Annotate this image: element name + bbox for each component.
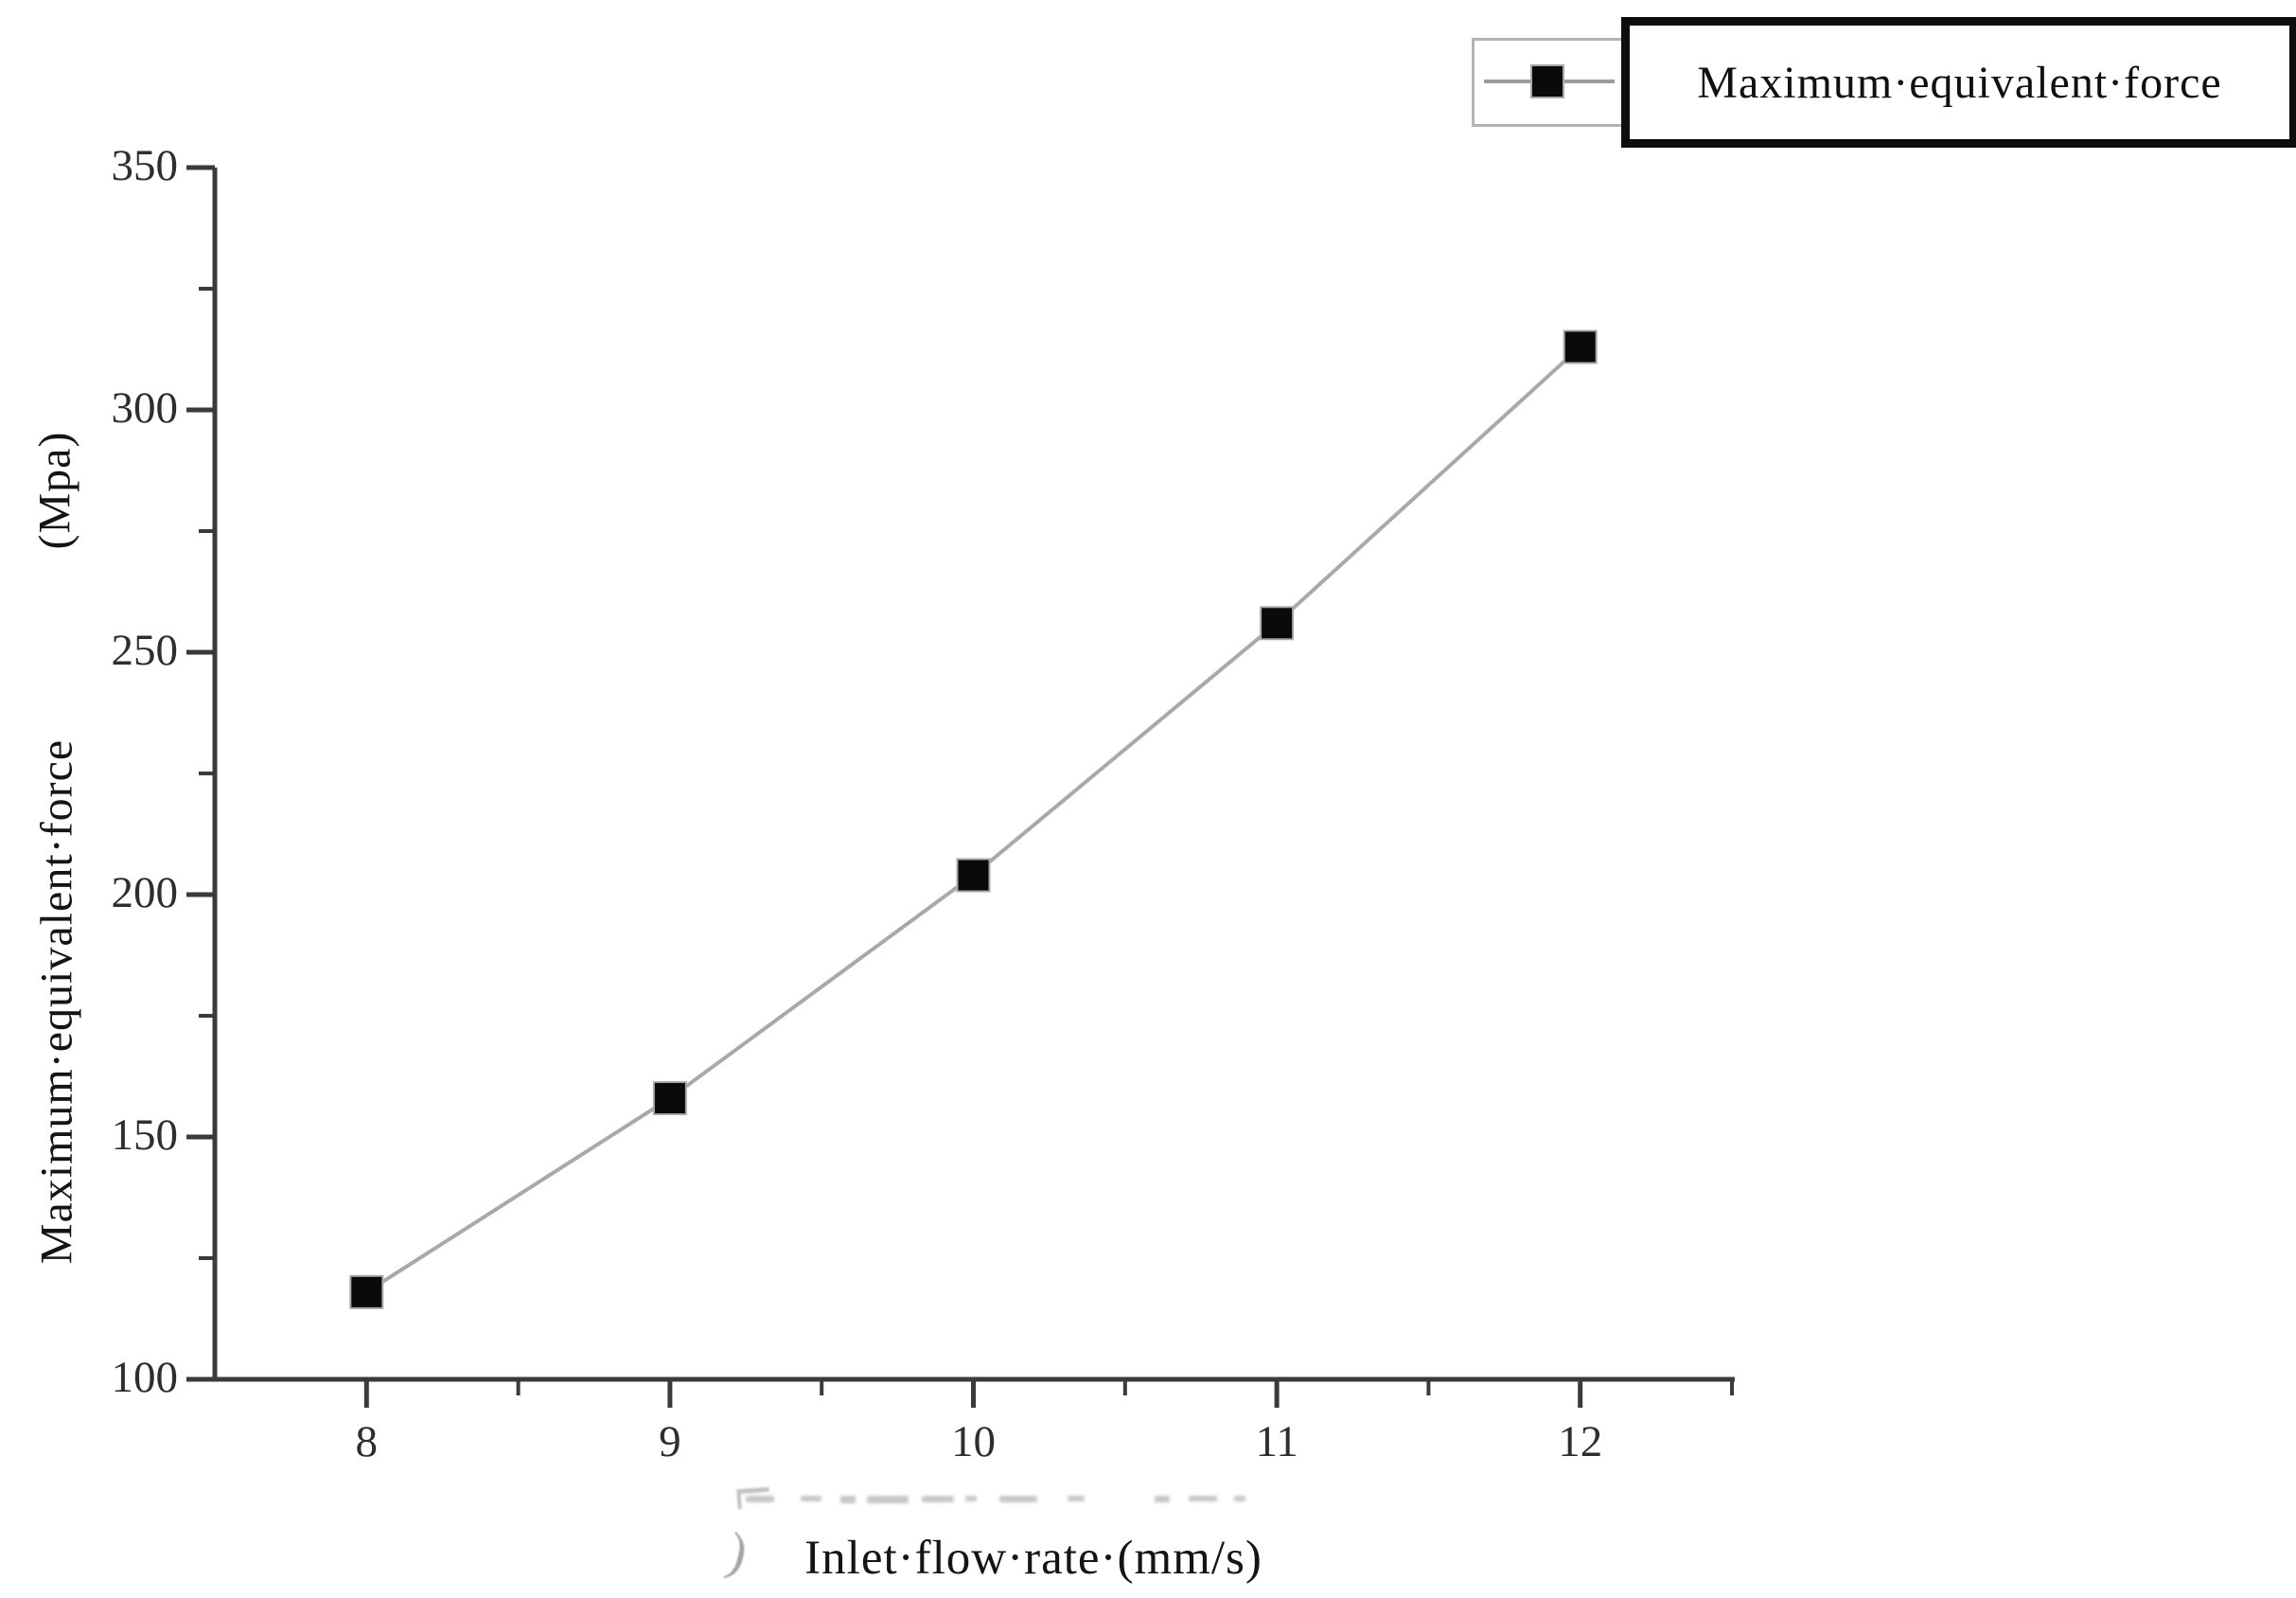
smudge-dash: [922, 1496, 954, 1502]
smudge-dash: [1068, 1496, 1085, 1501]
legend-marker-box: [1472, 38, 1629, 127]
x-tick-label-11: 11: [1255, 1417, 1298, 1466]
x-axis-title: Inlet·flow·rate·(mm/s): [804, 1532, 1263, 1585]
data-point-marker: [349, 1274, 384, 1309]
y-tick-label-300: 300: [111, 382, 179, 433]
data-line: [365, 345, 1582, 1294]
legend-label: Maximum·equivalent·force: [1697, 57, 2222, 108]
x-tick-label-12: 12: [1558, 1417, 1603, 1466]
smudge-dash: [1234, 1496, 1245, 1501]
x-tick-label-9: 9: [659, 1417, 681, 1466]
smudge-dash: [1155, 1496, 1170, 1502]
x-tick-label-8: 8: [355, 1417, 379, 1466]
smudge-dash: [801, 1496, 821, 1501]
y-tick-label-150: 150: [111, 1110, 179, 1160]
x-tick-label-10: 10: [951, 1417, 996, 1466]
smudge-dash: [867, 1496, 909, 1503]
smudge-dash: [746, 1496, 774, 1502]
y-axis-title: Maximum·equivalent·force: [31, 738, 82, 1265]
smudge-dash: [965, 1496, 977, 1501]
y-tick-label-200: 200: [111, 867, 179, 917]
smudge-dash: [840, 1496, 856, 1503]
data-point-marker: [956, 858, 991, 893]
smudge-dash: [1189, 1496, 1217, 1501]
legend: Maximum·equivalent·force: [1621, 17, 2296, 148]
y-tick-label-350: 350: [111, 140, 179, 190]
data-point-marker: [652, 1081, 687, 1116]
y-tick-label-250: 250: [111, 625, 179, 675]
data-point-marker: [1260, 606, 1295, 641]
legend-square-marker-icon: [1530, 64, 1564, 98]
data-point-marker: [1563, 329, 1598, 364]
y-axis-unit: (Mpa): [29, 431, 80, 550]
y-tick-label-100: 100: [111, 1352, 179, 1402]
smudge-dash: [999, 1496, 1037, 1502]
